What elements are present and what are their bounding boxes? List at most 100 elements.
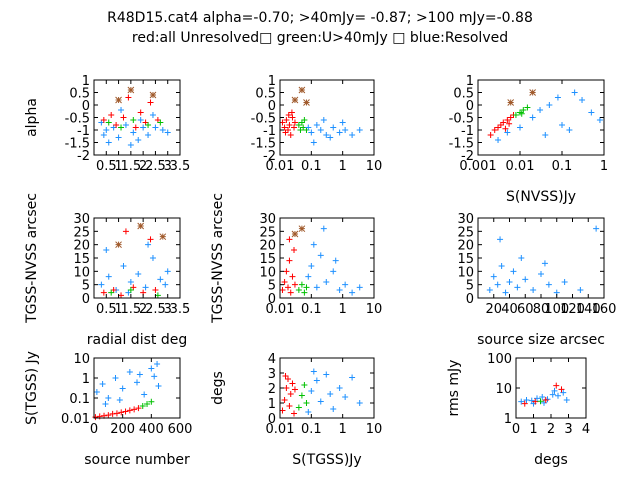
data-point — [120, 263, 127, 269]
data-point — [529, 89, 536, 96]
x-tick-label: 0.01 — [266, 159, 295, 174]
data-point — [131, 406, 138, 413]
data-point — [127, 142, 134, 148]
panel-2: 0.01 0.1 1 10-2-1.5-1-0.500.51 — [251, 74, 383, 174]
x-tick-label: 0.1 — [301, 422, 322, 437]
y-tick-label: -2 — [77, 149, 90, 164]
data-point — [559, 122, 565, 128]
data-point — [521, 400, 528, 407]
data-point — [105, 139, 112, 146]
data-point — [310, 139, 317, 146]
data-point — [148, 398, 155, 405]
y-tick-label: 0 — [82, 292, 90, 307]
data-point — [281, 124, 288, 131]
data-point — [105, 412, 112, 419]
data-point — [135, 271, 142, 277]
data-point — [517, 124, 523, 131]
series-red — [279, 373, 298, 417]
data-point — [103, 247, 110, 253]
data-point — [295, 287, 302, 293]
data-point — [282, 129, 289, 136]
data-point — [105, 273, 112, 280]
x-tick-label: 4 — [582, 422, 590, 437]
y-tick-label: 25 — [73, 225, 90, 240]
data-point — [310, 241, 317, 248]
data-point — [118, 409, 125, 416]
data-point — [491, 127, 498, 133]
series-blue — [305, 368, 363, 415]
data-point — [125, 94, 132, 101]
x-tick-label: 2 — [139, 159, 147, 174]
data-point — [303, 284, 310, 291]
data-point — [301, 382, 308, 388]
x-tick-label: 0.1 — [301, 159, 322, 174]
data-point — [137, 109, 144, 116]
data-point — [317, 127, 324, 133]
y-tick-label: 20 — [73, 239, 90, 254]
x-tick-label: 3 — [164, 302, 172, 317]
y-tick-label: 10 — [73, 265, 90, 280]
data-point — [518, 398, 525, 405]
data-point — [283, 385, 290, 391]
data-point — [356, 127, 363, 133]
data-point — [327, 391, 334, 397]
data-point — [498, 263, 505, 269]
data-point — [291, 119, 298, 126]
data-point — [147, 99, 154, 106]
data-point — [529, 114, 536, 121]
series-blue — [495, 89, 603, 143]
data-point — [115, 134, 122, 141]
data-point — [130, 129, 137, 136]
data-point — [287, 391, 294, 397]
data-point — [105, 395, 112, 401]
data-point — [157, 119, 164, 126]
data-point — [349, 132, 356, 138]
data-point — [154, 361, 161, 368]
x-tick-label: 3 — [164, 159, 172, 174]
data-point — [336, 385, 343, 391]
x-tick-label: 600 — [168, 422, 193, 437]
x-tick-label: 1.5 — [121, 159, 142, 174]
x-tick-label: 120 — [560, 302, 585, 317]
data-point — [596, 117, 603, 123]
data-point — [563, 396, 570, 403]
series-red — [279, 109, 298, 138]
series-green — [105, 117, 164, 131]
data-point — [108, 289, 115, 296]
data-point — [102, 401, 109, 408]
data-point — [151, 373, 158, 380]
data-point — [137, 222, 145, 230]
data-point — [135, 137, 142, 143]
data-point — [295, 404, 302, 411]
series-brown — [291, 225, 306, 238]
data-point — [546, 102, 553, 108]
data-point — [317, 398, 324, 405]
data-point — [349, 374, 356, 381]
data-point — [126, 407, 133, 414]
data-point — [285, 112, 292, 118]
data-point — [313, 122, 320, 128]
y-tick-label: 5 — [82, 279, 90, 294]
data-point — [127, 279, 134, 285]
data-point — [291, 247, 298, 253]
x-tick-label: 100 — [544, 302, 569, 317]
x-tick-label: 1 — [529, 422, 537, 437]
data-point — [283, 117, 290, 123]
data-point — [500, 119, 507, 126]
series-red — [279, 236, 298, 296]
x-axis-label: source size arcsec — [477, 332, 605, 348]
y-tick-label: 3 — [268, 367, 276, 382]
data-point — [534, 395, 540, 402]
data-point — [330, 268, 337, 275]
data-point — [555, 392, 561, 399]
y-tick-label: 15 — [457, 252, 474, 267]
data-point — [92, 414, 99, 421]
data-point — [327, 134, 334, 141]
data-point — [99, 381, 106, 388]
series-blue — [486, 225, 600, 296]
data-point — [115, 241, 122, 249]
x-tick-label: 1 — [339, 422, 347, 437]
data-point — [323, 132, 330, 138]
